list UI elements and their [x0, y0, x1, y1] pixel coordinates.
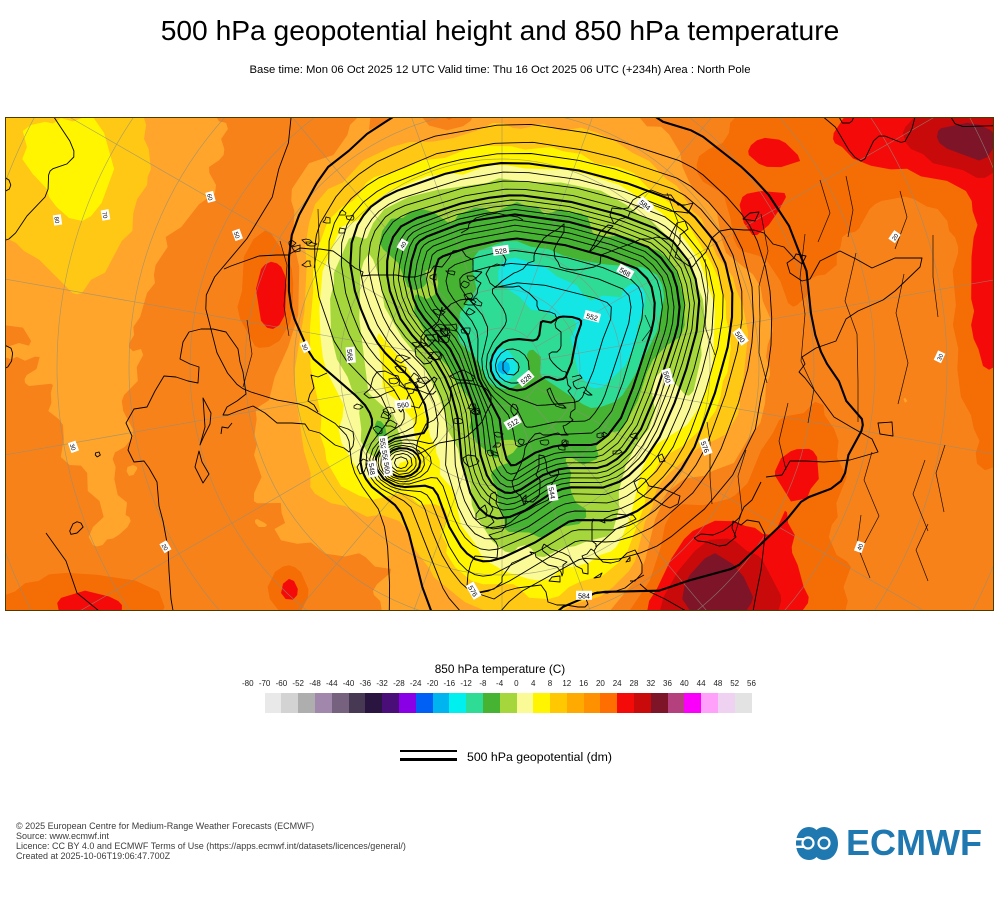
svg-text:30: 30: [68, 443, 76, 452]
svg-text:60: 60: [205, 193, 213, 202]
svg-text:560: 560: [382, 462, 390, 474]
svg-text:576: 576: [699, 441, 710, 454]
svg-text:568: 568: [618, 267, 632, 279]
svg-text:30: 30: [937, 353, 946, 362]
svg-text:568: 568: [345, 349, 353, 361]
svg-text:30: 30: [300, 343, 309, 352]
svg-text:560: 560: [397, 402, 409, 410]
svg-text:544: 544: [547, 487, 556, 500]
svg-text:70: 70: [100, 211, 107, 219]
svg-text:80: 80: [52, 216, 59, 224]
svg-text:ECMWF: ECMWF: [846, 826, 982, 862]
svg-text:512: 512: [507, 418, 521, 430]
svg-text:20: 20: [160, 543, 169, 552]
svg-text:528: 528: [495, 248, 508, 257]
svg-text:576: 576: [466, 585, 478, 599]
svg-text:50: 50: [232, 231, 240, 240]
svg-text:40: 40: [857, 543, 865, 552]
svg-text:548: 548: [367, 463, 376, 476]
svg-text:560: 560: [661, 371, 671, 384]
svg-text:552: 552: [378, 438, 386, 450]
svg-text:556: 556: [380, 450, 388, 462]
svg-text:20: 20: [892, 233, 901, 242]
svg-text:40: 40: [400, 241, 409, 250]
svg-text:552: 552: [585, 313, 598, 323]
svg-text:584: 584: [578, 594, 590, 601]
